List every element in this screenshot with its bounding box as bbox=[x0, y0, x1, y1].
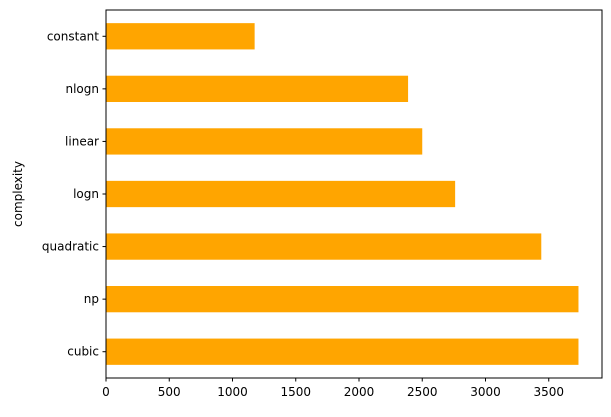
y-tick-label: np bbox=[84, 292, 99, 306]
x-tick-label: 1000 bbox=[217, 385, 248, 399]
y-tick-label: constant bbox=[47, 29, 99, 43]
y-tick-label: quadratic bbox=[42, 240, 99, 254]
y-tick-label: cubic bbox=[67, 345, 99, 359]
bar-np bbox=[106, 286, 579, 313]
x-tick-label: 2000 bbox=[344, 385, 375, 399]
y-tick-label: logn bbox=[73, 187, 99, 201]
bar-linear bbox=[106, 128, 423, 155]
y-tick-label: linear bbox=[65, 134, 99, 148]
bar-nlogn bbox=[106, 75, 409, 102]
x-tick-label: 2500 bbox=[407, 385, 438, 399]
y-tick-label: nlogn bbox=[65, 82, 99, 96]
x-tick-label: 500 bbox=[158, 385, 181, 399]
bar-quadratic bbox=[106, 233, 542, 260]
y-axis-label: complexity bbox=[11, 161, 25, 227]
x-tick-label: 1500 bbox=[280, 385, 311, 399]
bar-constant bbox=[106, 23, 255, 50]
x-tick-label: 3000 bbox=[470, 385, 501, 399]
x-tick-label: 0 bbox=[102, 385, 110, 399]
bar-logn bbox=[106, 180, 456, 208]
bar-cubic bbox=[106, 338, 579, 365]
x-tick-label: 3500 bbox=[533, 385, 564, 399]
